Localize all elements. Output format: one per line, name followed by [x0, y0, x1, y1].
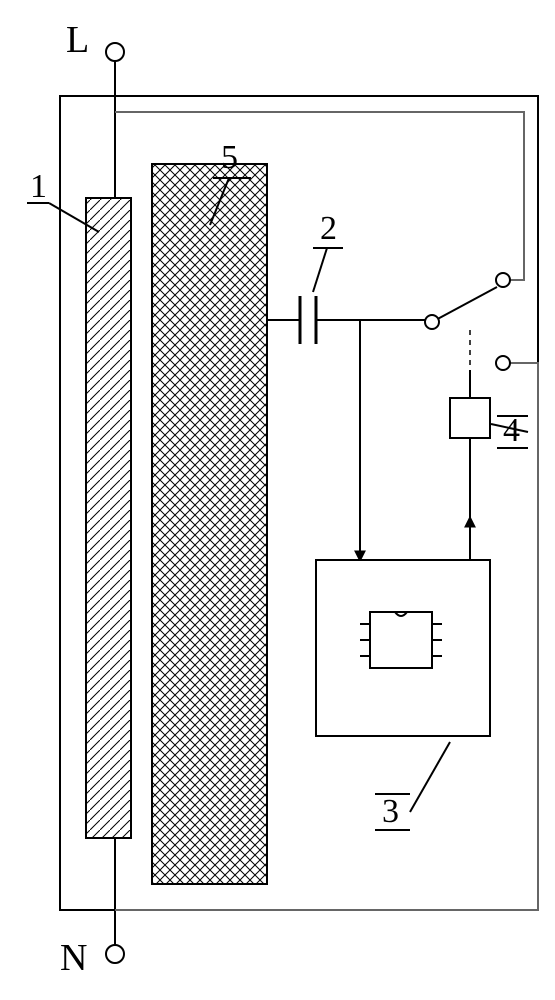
- label-3: 3: [382, 793, 399, 831]
- terminal-N: [106, 945, 124, 963]
- component-5: [152, 164, 267, 884]
- circuit-svg: [0, 0, 555, 1000]
- label-N: N: [60, 936, 87, 980]
- switch-common-terminal: [425, 315, 439, 329]
- switch-arm: [432, 287, 497, 322]
- switch-no-terminal: [496, 273, 510, 287]
- chip-icon: [360, 612, 442, 668]
- label-2: 2: [320, 210, 337, 248]
- component-1: [86, 198, 131, 838]
- label-1: 1: [30, 168, 47, 206]
- label-5: 5: [221, 139, 238, 177]
- relay-4: [450, 398, 490, 438]
- label-4: 4: [503, 412, 520, 450]
- label-L: L: [66, 18, 89, 62]
- switch-nc-terminal: [496, 356, 510, 370]
- terminal-L: [106, 43, 124, 61]
- diagram-canvas: L N 1 5 2 4 3: [0, 0, 555, 1000]
